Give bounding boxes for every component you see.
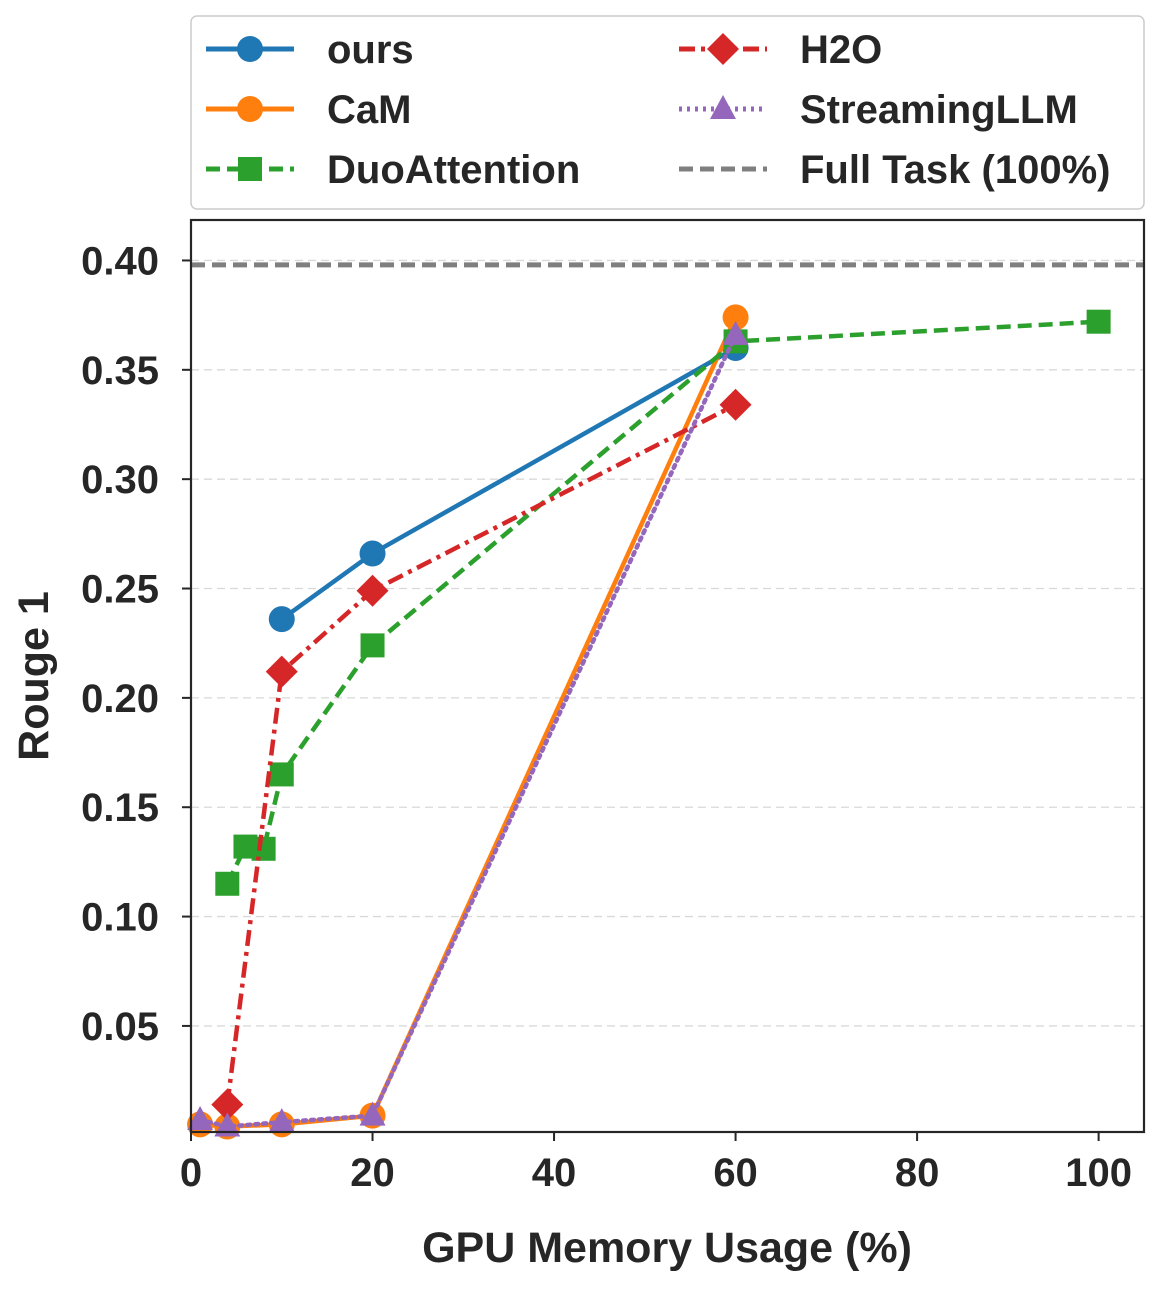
series-cam [187,304,749,1140]
y-tick-label: 0.25 [81,568,159,612]
data-point-streamingllm [722,320,749,345]
x-tick-label: 60 [713,1151,758,1195]
data-point-h2o [211,1088,244,1121]
legend-marker-duoattention [238,157,262,181]
series-line-cam [199,316,738,1129]
legend-label: DuoAttention [327,148,580,192]
y-tick-label: 0.40 [81,239,159,283]
data-point-streamingllm [268,1108,295,1133]
series-line-h2o [225,402,737,1105]
series-h2o [211,388,752,1121]
legend-item-full-task-100: Full Task (100%) [679,148,1110,192]
y-tick-label: 0.15 [81,786,159,830]
y-tick-label: 0.05 [81,1005,159,1049]
legend-label: CaM [327,88,411,132]
x-tick-label: 40 [532,1151,577,1195]
data-point-streamingllm [214,1112,241,1137]
series-ours [268,334,749,633]
x-tick-label: 0 [180,1151,202,1195]
series-layer [187,304,1111,1140]
data-point-duoattention [1086,309,1111,334]
axis-ticks: 0 20 40 60 80 100 0.05 0.10 0.15 0.20 0.25 0.30 0.35… [81,239,1132,1195]
y-tick-label: 0.10 [81,896,159,940]
legend-label: H2O [800,28,882,72]
series-line-streamingllm [197,332,738,1129]
x-axis-label: GPU Memory Usage (%) [422,1224,912,1272]
legend-marker-cam [237,96,263,122]
data-point-h2o [356,574,389,607]
y-tick-label: 0.20 [81,677,159,721]
legend-box [190,15,1145,210]
legend-label: ours [327,28,414,72]
data-point-duoattention [360,633,385,658]
legend-item-duoattention: DuoAttention [206,148,580,192]
legend-marker-ours [237,36,263,62]
legend-item-streamingllm: StreamingLLM [679,88,1078,132]
grid-lines [191,259,1144,1027]
data-point-ours [268,606,295,633]
data-point-streamingllm [187,1105,214,1130]
data-point-duoattention [269,762,294,787]
legend-marker-streamingllm [710,95,736,119]
legend-label: Full Task (100%) [800,148,1110,192]
legend-item-cam: CaM [206,88,411,132]
legend-item-h2o: H2O [679,28,882,72]
y-tick-label: 0.30 [81,458,159,502]
y-tick-label: 0.35 [81,349,159,393]
series-streamingllm [187,320,749,1137]
data-point-duoattention [251,836,276,861]
data-point-h2o [719,388,752,421]
x-tick-label: 80 [895,1151,940,1195]
legend-item-ours: ours [206,28,414,72]
data-point-streamingllm [359,1101,386,1126]
data-point-cam [722,304,749,331]
legend-label: StreamingLLM [800,88,1078,132]
plot-frame [189,218,1146,1134]
data-point-h2o [265,655,298,688]
legend: ours H2O CaM StreamingLLM DuoAttention Full T… [190,15,1145,210]
series-line-duoattention [225,319,1099,885]
y-axis-label: Rouge 1 [10,591,58,761]
data-point-ours [359,540,386,567]
x-tick-label: 100 [1065,1151,1132,1195]
legend-marker-h2o [707,33,739,65]
data-point-duoattention [215,871,240,896]
x-tick-label: 20 [350,1151,395,1195]
